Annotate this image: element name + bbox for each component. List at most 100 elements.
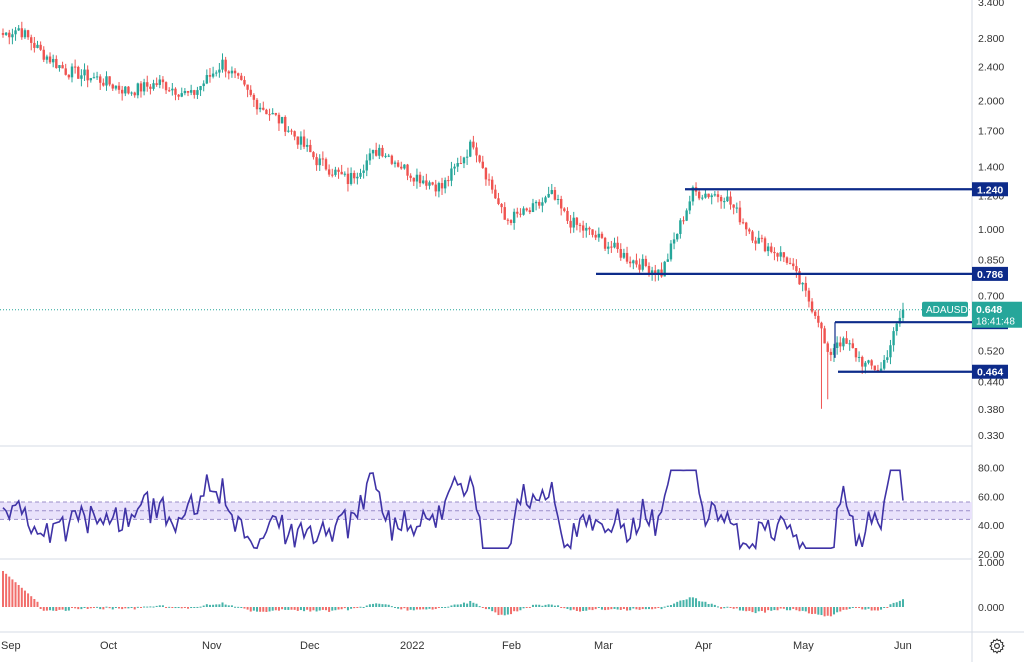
macd-bar [676, 601, 679, 607]
candle-body [782, 252, 786, 258]
macd-tick-label: 1.000 [978, 557, 1004, 569]
macd-bar [745, 607, 748, 612]
price-tick-label: 0.850 [978, 254, 1004, 266]
macd-bar [168, 606, 171, 608]
candle-body [719, 196, 723, 202]
macd-bar [688, 597, 691, 607]
candle-body [519, 213, 522, 215]
settings-gear-icon[interactable] [984, 634, 1010, 658]
candle-body [208, 75, 212, 77]
candle-body [676, 233, 679, 240]
macd-bar [318, 607, 321, 611]
candle-body [610, 246, 613, 248]
macd-bar [660, 607, 663, 610]
macd-bar [256, 607, 259, 612]
macd-bar [180, 607, 183, 609]
time-label-jun: Jun [894, 640, 912, 652]
macd-bar [488, 607, 491, 610]
candle-body [371, 149, 375, 154]
candle-body [168, 90, 171, 92]
candle-body [230, 70, 234, 74]
macd-bar [365, 605, 368, 607]
macd-bar [447, 606, 450, 608]
candle-body [39, 44, 42, 50]
macd-bar [412, 607, 415, 611]
macd-bar [669, 605, 672, 607]
candle-body [578, 224, 582, 226]
macd-bar [393, 607, 396, 608]
macd-bar [541, 605, 544, 607]
macd-bar [600, 607, 603, 610]
candle-body [531, 203, 535, 213]
macd-bar [735, 607, 738, 609]
macd-bar [516, 607, 519, 612]
macd-bar [760, 607, 763, 611]
candle-body [817, 315, 820, 323]
candle-body [258, 107, 262, 110]
macd-bar [506, 607, 509, 615]
macd-bar [704, 601, 707, 607]
macd-bar [362, 607, 365, 608]
candle-body [193, 90, 196, 95]
candle-body [559, 198, 563, 209]
macd-bar [770, 607, 773, 611]
macd-bar [889, 604, 892, 607]
rsi-tick-label: 40.00 [978, 520, 1004, 532]
macd-bar [723, 607, 726, 609]
macd-bar [682, 600, 685, 607]
macd-bar [368, 604, 371, 607]
macd-bar [127, 607, 130, 609]
candle-body [481, 161, 484, 168]
macd-bar [139, 607, 142, 608]
macd-bar [695, 598, 698, 607]
rsi-line [2, 469, 904, 551]
candle-body [701, 197, 704, 199]
candle-body [161, 79, 165, 83]
macd-bar [143, 606, 146, 608]
candle-body [120, 89, 124, 94]
candle-body [867, 360, 870, 363]
candle-body [710, 195, 713, 198]
candle-body [650, 270, 654, 274]
rsi-tick-label: 20.00 [978, 549, 1004, 561]
candle-body [723, 201, 726, 203]
candle-body [337, 169, 340, 172]
candle-body [751, 231, 754, 241]
candle-body [585, 227, 588, 231]
macd-bar [475, 603, 478, 607]
price-tick-label: 1.400 [978, 162, 1004, 174]
candle-body [374, 149, 378, 156]
candle-body [302, 136, 306, 147]
macd-bar [713, 604, 716, 607]
candle-body [92, 77, 96, 79]
candle-body [36, 44, 39, 48]
candle-body [528, 210, 532, 213]
macd-bar [732, 607, 735, 609]
macd-bar [510, 607, 513, 615]
candle-body [603, 237, 607, 249]
candle-body [431, 182, 434, 185]
candle-body [443, 180, 447, 189]
macd-bar [89, 607, 92, 609]
candle-body [274, 112, 278, 115]
macd-bar [566, 607, 569, 609]
candle-body [591, 229, 594, 235]
candle-body [33, 42, 36, 48]
candle-body [403, 164, 406, 169]
candle-body [324, 159, 328, 170]
candle-body [368, 153, 372, 161]
candle-body [807, 290, 811, 302]
macd-bar [296, 607, 299, 611]
macd-bar [579, 607, 582, 612]
macd-bar [42, 607, 45, 611]
candle-body [127, 86, 130, 94]
macd-bar [240, 607, 243, 608]
candle-body [155, 83, 158, 85]
macd-bar [450, 605, 453, 607]
macd-bar [644, 607, 647, 610]
macd-bar [588, 607, 591, 610]
candle-body [149, 86, 152, 89]
macd-bar [789, 607, 792, 611]
